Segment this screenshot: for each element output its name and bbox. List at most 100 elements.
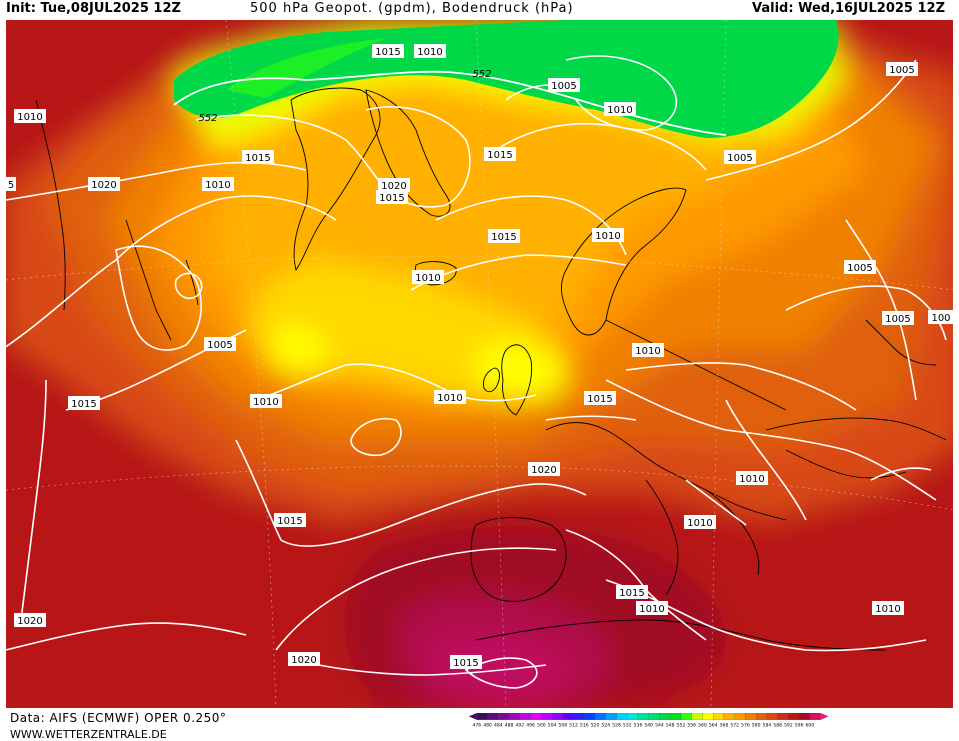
isobar-label: 1005 xyxy=(844,260,876,274)
chart-title: 500 hPa Geopot. (gpdm), Bodendruck (hPa) xyxy=(250,1,574,16)
legend-swatch xyxy=(519,713,531,720)
isobar-label: 1020 xyxy=(288,652,320,666)
isobar-label: 1010 xyxy=(604,102,636,116)
svg-text:1015: 1015 xyxy=(453,658,478,669)
isobar-label: 1020 xyxy=(88,177,120,191)
legend-tick-label: 572 xyxy=(730,723,739,729)
legend-swatch xyxy=(680,713,692,720)
contour-552-labels: 552 552 xyxy=(198,69,491,124)
legend-swatch xyxy=(509,713,520,720)
svg-text:1005: 1005 xyxy=(551,81,576,92)
isobar-label: 1010 xyxy=(14,109,46,123)
init-time-label: Init: Tue,08JUL2025 12Z xyxy=(6,1,181,16)
isobar-label: 1015 xyxy=(242,150,274,164)
legend-tick-label: 500 xyxy=(537,723,546,729)
legend-tick-label: 556 xyxy=(687,723,696,729)
legend-tick-label: 484 xyxy=(494,723,503,729)
legend-swatch xyxy=(627,713,639,720)
svg-text:1015: 1015 xyxy=(619,588,644,599)
header-bar: Init: Tue,08JUL2025 12Z 500 hPa Geopot. … xyxy=(0,0,959,20)
svg-text:1010: 1010 xyxy=(875,604,900,615)
legend-tick-label: 540 xyxy=(644,723,653,729)
isobar-label: 1020 xyxy=(378,178,410,192)
svg-text:5: 5 xyxy=(8,180,14,191)
isobar-label: 1005 xyxy=(882,311,914,325)
legend-swatch xyxy=(605,713,617,720)
legend-tick-label: 516 xyxy=(580,723,589,729)
legend-tick-label: 584 xyxy=(763,723,772,729)
isobar-label: 1010 xyxy=(592,228,624,242)
isobar-label: 1020 xyxy=(14,613,46,627)
svg-text:1010: 1010 xyxy=(205,180,230,191)
svg-text:1005: 1005 xyxy=(847,263,872,274)
svg-text:1020: 1020 xyxy=(17,616,42,627)
isobar-label: 1010 xyxy=(414,44,446,58)
legend-arrow-left xyxy=(468,713,477,720)
legend-swatch xyxy=(498,713,510,720)
svg-text:1005: 1005 xyxy=(889,65,914,76)
legend-swatch xyxy=(745,713,757,720)
isobar-label-layer: 1010 1015 1010 1005 1010 1005 1010 1015 … xyxy=(6,44,953,669)
isobar-label: 1015 xyxy=(274,513,306,527)
legend-tick-label: 528 xyxy=(612,723,621,729)
legend-tick-label: 480 xyxy=(483,723,492,729)
svg-text:1010: 1010 xyxy=(437,393,462,404)
legend-tick-label: 476 xyxy=(472,723,481,729)
svg-text:1010: 1010 xyxy=(607,105,632,116)
isobar-label: 1005 xyxy=(724,150,756,164)
isobar-label: 1015 xyxy=(584,391,616,405)
legend-swatch xyxy=(616,713,628,720)
legend-tick-label: 520 xyxy=(591,723,600,729)
legend-swatch xyxy=(766,713,778,720)
svg-text:1005: 1005 xyxy=(207,340,232,351)
isobar-label: 1015 xyxy=(616,585,648,599)
legend-swatch xyxy=(584,713,596,720)
isobar-label: 1010 xyxy=(434,390,466,404)
isobar-label: 100 xyxy=(928,310,953,324)
legend-swatch xyxy=(551,713,563,720)
legend-swatch xyxy=(777,713,789,720)
isobar-label: 1020 xyxy=(528,462,560,476)
legend-tick-label: 576 xyxy=(741,723,750,729)
legend-swatch xyxy=(541,713,553,720)
svg-text:1015: 1015 xyxy=(379,193,404,204)
isobar-label: 1010 xyxy=(202,177,234,191)
svg-text:1010: 1010 xyxy=(739,474,764,485)
svg-text:1010: 1010 xyxy=(635,346,660,357)
svg-text:1010: 1010 xyxy=(17,112,42,123)
isobar-label: 1010 xyxy=(632,343,664,357)
isobar-label: 1010 xyxy=(636,601,668,615)
legend-tick-label: 496 xyxy=(526,723,535,729)
svg-text:1010: 1010 xyxy=(415,273,440,284)
isobar-label: 1005 xyxy=(548,78,580,92)
legend-tick-label: 512 xyxy=(569,723,578,729)
svg-text:1020: 1020 xyxy=(531,465,556,476)
isobar-label: 1015 xyxy=(488,229,520,243)
legend-swatch xyxy=(713,713,725,720)
legend-swatch xyxy=(659,713,671,720)
legend-swatch xyxy=(594,713,606,720)
svg-text:1015: 1015 xyxy=(277,516,302,527)
isobar-label: 1005 xyxy=(886,62,918,76)
svg-text:1020: 1020 xyxy=(91,180,116,191)
isobar-label: 1010 xyxy=(412,270,444,284)
svg-text:1010: 1010 xyxy=(595,231,620,242)
legend-tick-label: 552 xyxy=(677,723,686,729)
legend-tick-label: 588 xyxy=(773,723,782,729)
svg-text:1020: 1020 xyxy=(381,181,406,192)
legend-tick-label: 568 xyxy=(720,723,729,729)
svg-text:1015: 1015 xyxy=(491,232,516,243)
website-label: WWW.WETTERZENTRALE.DE xyxy=(10,728,167,741)
svg-text:100: 100 xyxy=(931,313,950,324)
legend-tick-label: 504 xyxy=(548,723,557,729)
legend-swatch xyxy=(530,713,542,720)
svg-text:1015: 1015 xyxy=(587,394,612,405)
legend-swatch xyxy=(809,713,821,720)
legend-tick-label: 592 xyxy=(784,723,793,729)
legend-tick-label: 544 xyxy=(655,723,664,729)
legend-swatch xyxy=(487,713,499,720)
legend-swatch xyxy=(799,713,810,720)
svg-text:1005: 1005 xyxy=(885,314,910,325)
valid-time-label: Valid: Wed,16JUL2025 12Z xyxy=(752,1,945,16)
svg-text:1020: 1020 xyxy=(291,655,316,666)
